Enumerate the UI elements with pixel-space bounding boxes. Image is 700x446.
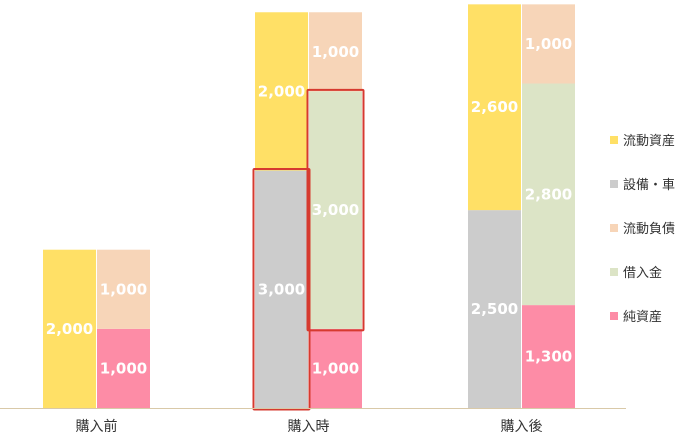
legend-swatch-2 (610, 224, 618, 232)
bar-liability-2-2 (522, 4, 575, 84)
category-labels: 購入前 購入時 購入後 (76, 418, 543, 435)
data-label-liability-2-0: 1,300 (525, 348, 572, 366)
highlight-frame-liability-1-1 (306, 88, 365, 332)
legend-label-4: 純資産 (623, 309, 662, 325)
legend-label-1: 設備・車 (623, 177, 675, 193)
bar-asset-2-1 (468, 4, 521, 211)
data-label-asset-2-0: 2,500 (471, 300, 518, 318)
data-label-asset-1-1: 2,000 (258, 82, 305, 100)
legend-swatch-4 (610, 312, 618, 320)
bar-liability-0-1 (97, 249, 150, 329)
data-label-liability-0-1: 1,000 (100, 280, 147, 298)
data-label-asset-0-0: 2,000 (46, 320, 93, 338)
data-label-liability-1-1: 3,000 (312, 201, 359, 219)
bar-liability-1-0 (309, 328, 362, 408)
data-label-liability-2-2: 1,000 (525, 35, 572, 53)
legend-swatch-3 (610, 268, 618, 276)
bar-asset-0-0 (43, 249, 96, 408)
data-label-liability-1-0: 1,000 (312, 359, 359, 377)
legend-label-0: 流動資産 (623, 133, 675, 149)
category-label-2: 購入後 (501, 419, 543, 435)
bar-liability-2-1 (522, 83, 575, 306)
data-label-liability-1-2: 1,000 (312, 43, 359, 61)
legend-swatch-0 (610, 136, 618, 144)
category-label-0: 購入前 (76, 418, 118, 435)
data-label-liability-2-1: 2,800 (525, 185, 572, 203)
bar-liability-2-0 (522, 305, 575, 408)
bars-group (43, 4, 575, 411)
data-label-liability-0-0: 1,000 (100, 359, 147, 377)
legend-label-3: 借入金 (623, 265, 662, 281)
bar-liability-1-2 (309, 12, 362, 92)
bar-asset-1-1 (255, 12, 308, 171)
data-label-asset-2-1: 2,600 (471, 98, 518, 116)
bar-liability-0-0 (97, 328, 150, 408)
highlight-frame-asset-1-0 (252, 168, 311, 411)
data-label-asset-1-0: 3,000 (258, 280, 305, 298)
bar-asset-2-0 (468, 210, 521, 408)
bar-liability-1-1 (309, 91, 362, 329)
legend-label-2: 流動負債 (623, 222, 675, 237)
category-label-1: 購入時 (288, 419, 330, 435)
bar-asset-1-0 (255, 170, 308, 408)
labels-group: 2,000 1,000 1,000 3,000 2,000 1,000 3,000 1,000… (46, 35, 572, 378)
legend-swatch-1 (610, 180, 618, 188)
